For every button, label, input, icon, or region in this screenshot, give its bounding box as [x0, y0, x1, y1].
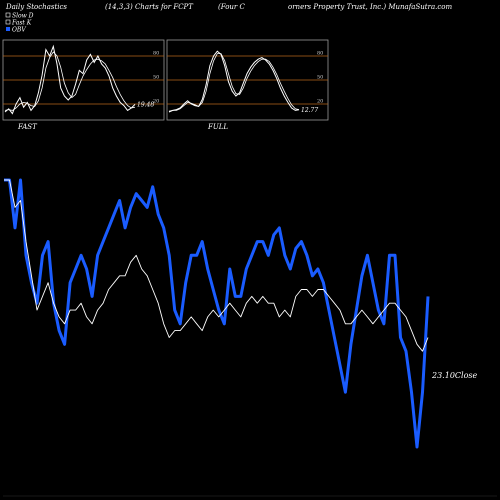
full-stochastic-panel: 80 50 20 12.77 FULL [166, 39, 329, 131]
full-last-value: 12.77 [301, 107, 318, 114]
full-panel-label: FULL [207, 123, 228, 131]
header-title: Daily Stochastics [5, 3, 67, 11]
close-suffix: Close [455, 371, 478, 380]
obv-line [4, 178, 430, 449]
legend-label-fast-k: Fast K [11, 20, 32, 27]
header-params: (14,3,3) Charts for FCPT [105, 3, 194, 11]
close-value: 23.10 [431, 371, 455, 380]
legend-swatch-slow-d [5, 12, 11, 18]
fast-tick-20: 20 [153, 99, 159, 105]
fast-tick-50: 50 [153, 75, 159, 81]
legend: Slow D Fast K OBV [5, 12, 34, 34]
full-tick-80: 80 [317, 51, 323, 57]
fast-d-line [4, 51, 136, 111]
legend-label-slow-d: Slow D [12, 13, 34, 20]
fast-last-value: 19.48 [137, 101, 154, 108]
close-label: 23.10Close [431, 371, 478, 380]
price-line [4, 179, 429, 352]
legend-swatch-obv [6, 27, 10, 31]
fast-tick-80: 80 [153, 51, 159, 57]
header-company-cont: orners Property Trust, Inc.) MunafaSutra… [288, 3, 452, 11]
legend-swatch-fast-k [5, 19, 11, 25]
legend-label-obv: OBV [12, 27, 26, 34]
header-company: (Four C [218, 3, 245, 11]
fast-panel-label: FAST [17, 123, 38, 131]
full-tick-50: 50 [317, 75, 323, 81]
fast-stochastic-panel: 80 50 20 19.48 FAST [2, 39, 165, 131]
full-d-line [168, 53, 300, 112]
full-tick-20: 20 [317, 99, 323, 105]
obv-price-panel: 23.10Close [4, 178, 478, 449]
